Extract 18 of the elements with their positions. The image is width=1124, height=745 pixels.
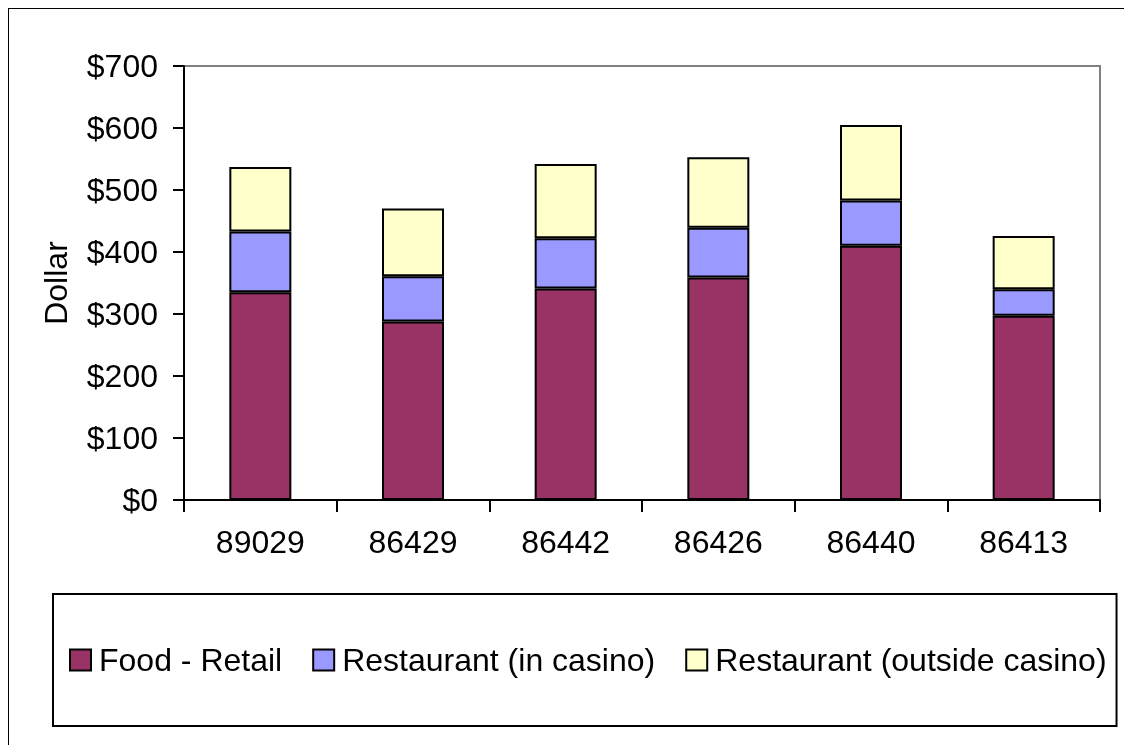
x-tick-label: 86429 <box>368 524 458 560</box>
y-axis-title: Dollar <box>38 240 74 325</box>
legend-label: Restaurant (outside casino) <box>715 642 1107 678</box>
legend-label: Food - Retail <box>99 642 283 678</box>
y-tick-label: $700 <box>86 48 158 84</box>
legend-label: Restaurant (in casino) <box>342 642 656 678</box>
x-tick-label: 86440 <box>826 524 916 560</box>
x-tick-label: 89029 <box>215 524 305 560</box>
y-tick-label: $200 <box>86 358 158 394</box>
y-tick-label: $100 <box>86 420 158 456</box>
y-tick-label: $600 <box>86 110 158 146</box>
x-tick-label: 86442 <box>521 524 611 560</box>
y-tick-label: $0 <box>122 482 158 518</box>
y-tick-label: $400 <box>86 234 158 270</box>
x-tick-label: 86426 <box>673 524 763 560</box>
x-tick-label: 86413 <box>979 524 1069 560</box>
y-tick-label: $300 <box>86 296 158 332</box>
y-tick-label: $500 <box>86 172 158 208</box>
